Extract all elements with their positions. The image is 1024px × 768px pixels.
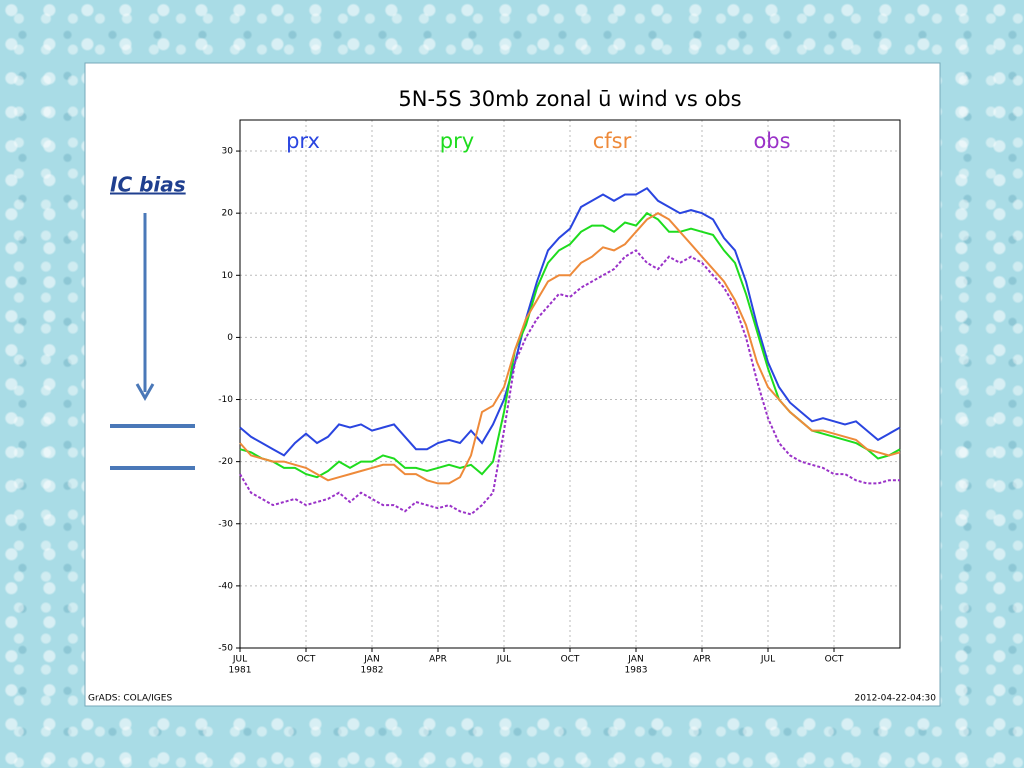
footer-right: 2012-04-22-04:30 <box>855 694 937 704</box>
arrow-head <box>135 383 155 402</box>
y-tick-label: -20 <box>218 457 233 467</box>
x-tick-year: 1982 <box>361 666 384 676</box>
series-line <box>239 212 901 485</box>
x-tick-label: APR <box>429 655 447 665</box>
y-tick-label: 20 <box>222 209 234 219</box>
chart-title: 5N-5S 30mb zonal ū wind vs obs <box>398 87 741 111</box>
y-tick-label: 30 <box>222 147 234 157</box>
x-tick-label: JUL <box>760 655 775 665</box>
y-tick-label: -50 <box>218 644 233 654</box>
x-tick-label: JUL <box>232 655 247 665</box>
x-tick-label: OCT <box>561 655 580 665</box>
footer-left: GrADS: COLA/IGES <box>88 694 172 704</box>
x-tick-label: JAN <box>363 655 379 665</box>
chart-panel <box>84 62 941 707</box>
y-tick-label: -30 <box>218 519 233 529</box>
annotation: IC bias <box>110 173 186 197</box>
x-tick-label: JUL <box>496 655 511 665</box>
y-tick-label: -10 <box>218 395 233 405</box>
series-line <box>239 249 900 516</box>
legend-label: obs <box>753 129 790 153</box>
x-tick-year: 1981 <box>229 666 252 676</box>
x-tick-label: OCT <box>297 655 316 665</box>
legend-label: pry <box>440 129 474 153</box>
x-tick-year: 1983 <box>625 666 648 676</box>
series-line <box>239 187 901 457</box>
y-tick-label: -40 <box>218 581 233 591</box>
plot-frame <box>239 119 901 649</box>
legend-label: cfsr <box>593 129 632 153</box>
x-tick-label: APR <box>693 655 711 665</box>
y-tick-label: 10 <box>222 271 234 281</box>
legend-label: prx <box>286 129 320 153</box>
x-tick-label: OCT <box>825 655 844 665</box>
y-tick-label: 0 <box>227 333 233 343</box>
x-tick-label: JAN <box>627 655 643 665</box>
